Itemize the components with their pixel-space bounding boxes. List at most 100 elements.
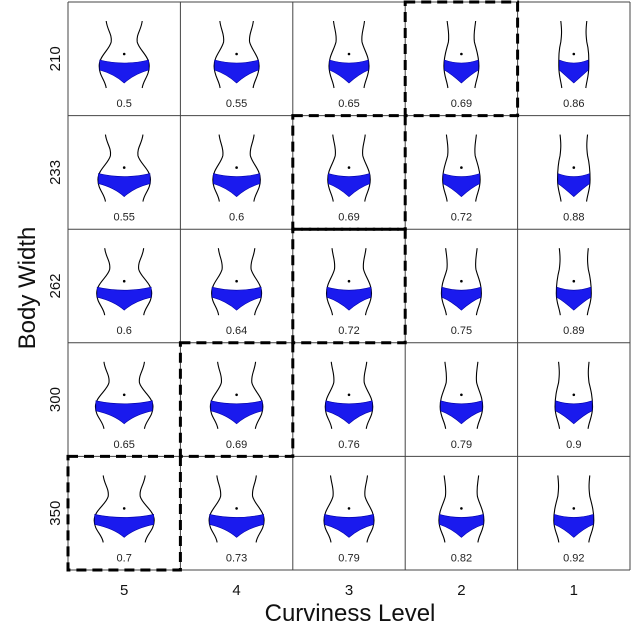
navel-dot [572, 279, 576, 283]
navel-dot [235, 52, 238, 56]
body-figure: 0.86 [558, 20, 590, 110]
body-figure: 0.79 [323, 475, 375, 564]
garment [556, 286, 592, 311]
body-figure: 0.7 [93, 475, 155, 564]
garment [554, 513, 594, 538]
body-outline-right [586, 248, 592, 316]
body-outline-right [249, 134, 261, 202]
highlighted-cell-border [66, 454, 182, 572]
cell-value-label: 0.72 [338, 325, 359, 337]
body-figure: 0.69 [327, 134, 371, 224]
body-figure: 0.72 [325, 248, 373, 337]
body-outline-left [209, 361, 223, 429]
body-outline-right [474, 248, 482, 316]
cell-value-label: 0.7 [117, 552, 132, 564]
garment [440, 400, 483, 425]
grid-lines [67, 1, 631, 571]
body-outline-right [585, 20, 590, 89]
body-outline-left [555, 248, 561, 316]
body-outline-left [440, 248, 448, 316]
body-figure: 0.82 [438, 475, 485, 564]
cell-value-label: 0.73 [226, 552, 247, 564]
y-axis-title: Body Width [14, 226, 41, 350]
cell-value-label: 0.65 [113, 439, 134, 451]
highlighted-cell-border [291, 227, 407, 345]
body-outline-right [473, 20, 480, 89]
curviness-level-label: 5 [120, 582, 128, 599]
garment [213, 173, 261, 198]
navel-dot [460, 52, 463, 56]
body-figure: 0.6 [212, 134, 261, 224]
garment [95, 400, 153, 425]
body-figure: 0.75 [440, 248, 482, 337]
cell-value-label: 0.65 [338, 98, 359, 110]
navel-dot [347, 52, 351, 56]
body-outline-left [554, 361, 561, 429]
body-figure: 0.88 [556, 134, 591, 224]
garment [94, 514, 154, 538]
cell-value-label: 0.79 [451, 439, 472, 451]
cell-value-label: 0.89 [563, 325, 584, 337]
garment [210, 400, 263, 425]
body-outline-left [443, 20, 450, 89]
body-figure: 0.92 [553, 475, 595, 564]
body-width-label: 233 [47, 160, 64, 185]
navel-dot [122, 507, 126, 510]
body-width-label: 300 [47, 387, 64, 412]
body-outline-left [439, 361, 448, 429]
curviness-level-label: 1 [570, 582, 578, 599]
cell-value-label: 0.55 [226, 98, 247, 110]
body-width-label: 350 [47, 501, 64, 526]
body-outline-right [138, 248, 153, 316]
navel-dot [572, 507, 576, 510]
highlighted-cell-border [403, 0, 520, 118]
cell-value-label: 0.9 [566, 439, 581, 451]
body-outline-right [362, 248, 373, 316]
navel-dot [347, 279, 351, 283]
body-outline-right [251, 475, 265, 543]
garment [329, 59, 369, 84]
body-figure: 0.65 [94, 361, 154, 451]
body-outline-left [558, 20, 563, 89]
garment [442, 173, 480, 198]
body-outline-right [587, 361, 594, 429]
garment [555, 400, 593, 425]
body-figure: 0.73 [208, 475, 265, 564]
body-figure: 0.9 [554, 361, 594, 451]
body-outline-right [248, 20, 260, 89]
body-outline-left [96, 248, 111, 316]
body-figure: 0.76 [324, 361, 374, 451]
body-outline-left [324, 361, 335, 429]
body-outline-right [138, 361, 154, 429]
cell-value-label: 0.69 [451, 98, 472, 110]
highlighted-cell-border [178, 341, 295, 458]
navel-dot [235, 279, 238, 283]
body-outline-right [361, 20, 370, 89]
cell-value-label: 0.79 [338, 552, 359, 564]
navel-dot [572, 52, 576, 56]
body-outline-right [251, 361, 264, 429]
garment [325, 400, 373, 425]
navel-dot [460, 507, 463, 510]
navel-dot [460, 279, 463, 283]
body-outline-left [323, 475, 334, 543]
cell-value-label: 0.6 [117, 325, 132, 337]
navel-dot [347, 393, 351, 397]
body-outline-right [476, 475, 485, 543]
cell-value-label: 0.76 [338, 439, 359, 451]
cell-value-label: 0.82 [451, 552, 472, 564]
body-outline-right [139, 475, 155, 543]
garment [559, 59, 589, 84]
body-outline-right [136, 20, 150, 89]
navel-dot [122, 279, 126, 283]
cell-value-label: 0.92 [563, 552, 584, 564]
curviness-level-label: 4 [232, 582, 240, 599]
curviness-level-label: 3 [345, 582, 353, 599]
body-outline-left [213, 20, 225, 89]
x-axis-title: Curviness Level [264, 600, 436, 627]
garment [96, 286, 152, 311]
navel-dot [460, 166, 463, 169]
body-figure: 0.69 [443, 20, 480, 110]
body-outline-right [588, 475, 595, 543]
